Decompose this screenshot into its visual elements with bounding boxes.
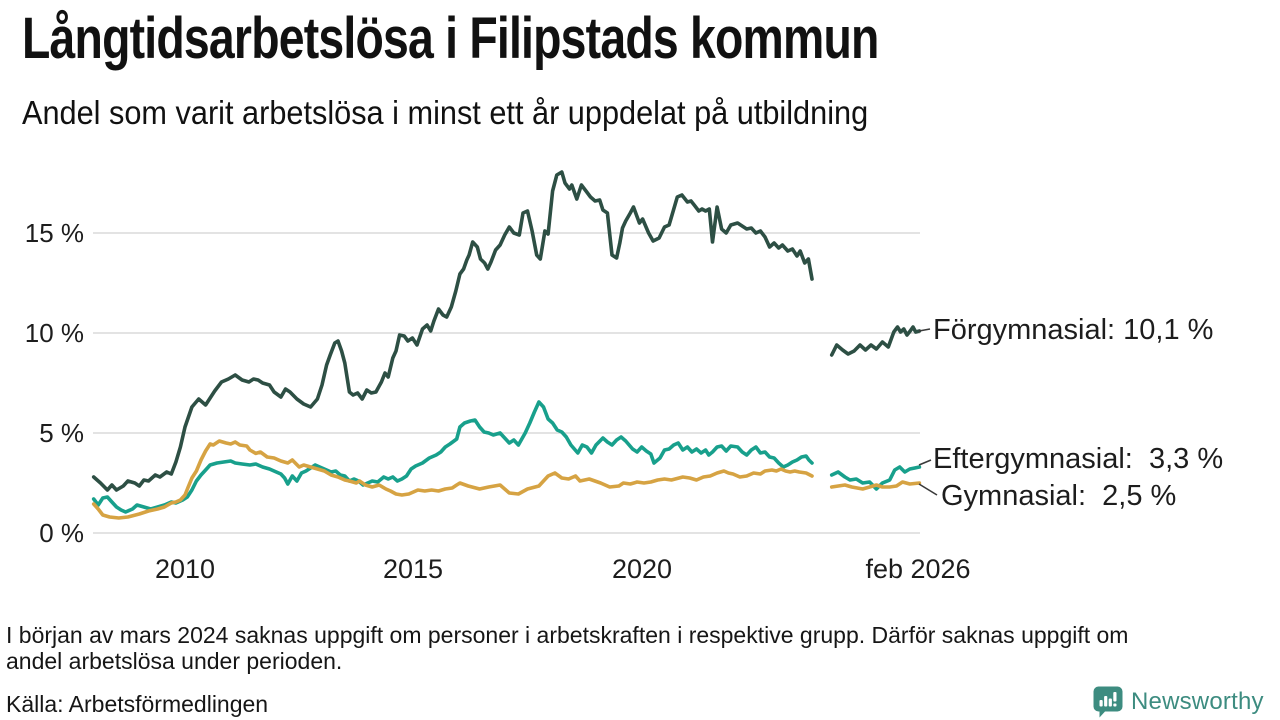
x-axis-tick-2015: 2015 xyxy=(382,554,444,584)
y-axis-tick-0: 0 % xyxy=(39,518,84,548)
footnote-line-2: andel arbetslösa under perioden. xyxy=(6,648,343,674)
series-label-forgymnasial: Förgymnasial: 10,1 % xyxy=(933,314,1214,346)
source-note: Källa: Arbetsförmedlingen xyxy=(6,691,269,717)
x-axis-tick-2020: 2020 xyxy=(611,554,673,584)
series-label-gymnasial: Gymnasial: 2,5 % xyxy=(941,480,1177,512)
series-label-eftergymnasial: Eftergymnasial: 3,3 % xyxy=(933,443,1224,475)
y-axis-tick-5: 5 % xyxy=(39,418,84,448)
newsworthy-logo-text: Newsworthy xyxy=(1131,687,1264,715)
newsworthy-bubble-chart-icon xyxy=(1092,685,1124,718)
x-axis-tick-feb-2026: feb 2026 xyxy=(865,554,971,584)
page-subtitle: Andel som varit arbetslösa i minst ett å… xyxy=(22,94,869,131)
x-axis-tick-2010: 2010 xyxy=(154,554,216,584)
y-axis-tick-10: 10 % xyxy=(24,318,84,348)
footnote-line-1: I början av mars 2024 saknas uppgift om … xyxy=(6,622,1129,648)
newsworthy-logo: Newsworthy xyxy=(1092,685,1264,718)
page-title: Långtidsarbetslösa i Filipstads kommun xyxy=(22,6,879,71)
y-axis-tick-15: 15 % xyxy=(24,218,84,248)
